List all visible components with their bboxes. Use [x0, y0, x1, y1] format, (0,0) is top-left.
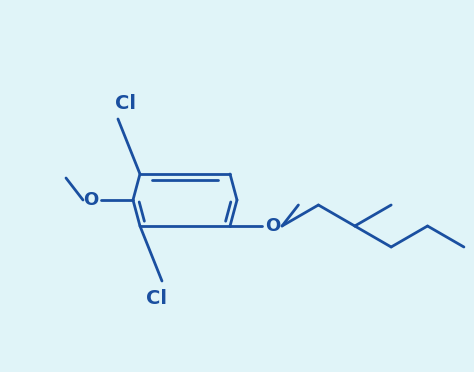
Text: O: O	[83, 191, 99, 209]
Text: Cl: Cl	[116, 93, 137, 112]
Text: O: O	[265, 217, 281, 235]
Text: Cl: Cl	[146, 289, 167, 308]
